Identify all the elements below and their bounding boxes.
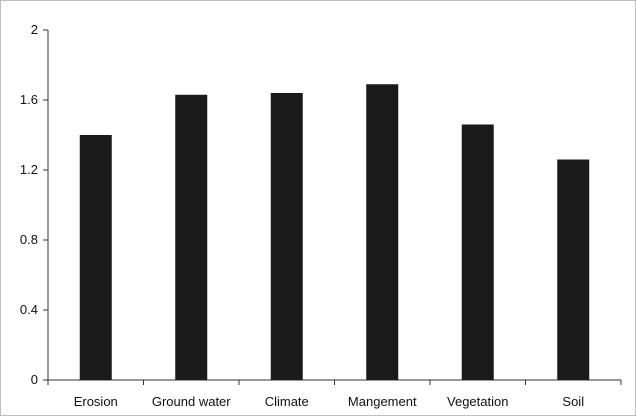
x-tick-label: Soil bbox=[562, 394, 584, 409]
bar-mangement bbox=[366, 84, 399, 380]
y-tick-label: 0 bbox=[31, 372, 38, 387]
y-tick-label: 1.6 bbox=[20, 92, 38, 107]
axes bbox=[43, 29, 622, 385]
bar-ground-water bbox=[175, 94, 208, 380]
bar-soil bbox=[557, 159, 590, 380]
bars bbox=[79, 84, 590, 380]
y-tick-label: 1.2 bbox=[20, 162, 38, 177]
x-tick-label: Mangement bbox=[348, 394, 417, 409]
bar-vegetation bbox=[461, 124, 494, 380]
bar-erosion bbox=[79, 135, 112, 380]
x-tick-label: Vegetation bbox=[447, 394, 508, 409]
y-tick-label: 2 bbox=[31, 22, 38, 37]
y-tick-label: 0.8 bbox=[20, 232, 38, 247]
x-tick-label: Erosion bbox=[74, 394, 118, 409]
labels: 0 0.4 0.8 1.2 1.6 2 Erosion Ground water Climate… bbox=[20, 22, 584, 409]
x-tick-label: Ground water bbox=[152, 394, 231, 409]
y-tick-label: 0.4 bbox=[20, 302, 38, 317]
bar-climate bbox=[270, 93, 303, 380]
x-tick-label: Climate bbox=[265, 394, 309, 409]
